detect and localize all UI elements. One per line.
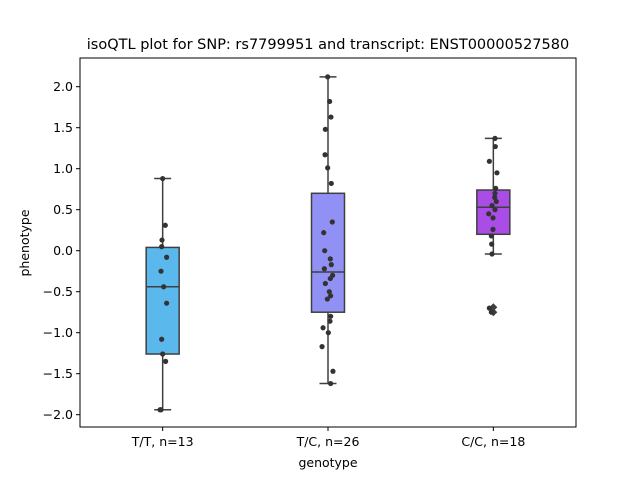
data-point — [492, 194, 498, 200]
data-point — [159, 336, 165, 342]
data-point — [486, 158, 492, 164]
data-point — [327, 275, 333, 282]
box — [310, 192, 346, 313]
data-point — [158, 268, 164, 274]
data-point — [164, 300, 170, 306]
data-point — [164, 254, 170, 260]
data-point — [324, 296, 330, 302]
chart-title: isoQTL plot for SNP: rs7799951 and trans… — [87, 37, 569, 53]
points-layer — [157, 74, 500, 413]
data-point — [489, 203, 495, 209]
data-point — [321, 266, 327, 272]
box-group — [145, 177, 180, 411]
data-point — [328, 313, 334, 319]
y-tick-label: 0.5 — [53, 202, 73, 217]
x-tick-label: T/C, n=26 — [296, 434, 360, 449]
data-point — [330, 368, 336, 374]
data-point — [159, 244, 165, 250]
y-tick-label: 1.5 — [53, 120, 73, 135]
data-point — [328, 293, 334, 299]
y-axis-label: phenotype — [17, 209, 32, 276]
data-point — [493, 198, 499, 205]
x-tick-label: C/C, n=18 — [461, 434, 525, 449]
data-point — [328, 114, 334, 120]
boxes-layer — [145, 76, 511, 411]
data-point — [325, 165, 331, 171]
x-tick-label: T/T, n=13 — [131, 434, 194, 449]
y-tick-label: −2.0 — [43, 407, 73, 422]
data-point — [492, 143, 498, 150]
data-point — [492, 190, 498, 196]
x-axis: T/T, n=13 T/C, n=26 C/C, n=18 — [131, 427, 525, 449]
data-point — [492, 135, 498, 141]
data-point — [486, 211, 492, 217]
data-point — [488, 233, 494, 239]
y-axis: −2.0 −1.5 −1.0 −0.5 0.0 0.5 1.0 1.5 2.0 — [43, 79, 80, 422]
data-point — [161, 284, 167, 290]
box-group — [310, 76, 346, 385]
data-point — [489, 251, 495, 257]
data-point — [486, 305, 492, 311]
data-point — [328, 380, 334, 387]
data-point — [328, 180, 334, 187]
data-point — [494, 170, 500, 176]
y-tick-label: 1.0 — [53, 161, 73, 176]
data-point — [489, 241, 495, 247]
data-point — [320, 325, 326, 331]
data-point — [163, 358, 169, 364]
data-point — [160, 175, 166, 182]
data-point — [321, 230, 327, 236]
y-tick-label: −1.5 — [43, 366, 73, 381]
x-axis-label: genotype — [298, 455, 357, 470]
data-point — [322, 126, 328, 132]
data-point — [159, 237, 165, 243]
data-point — [160, 351, 166, 357]
y-tick-label: 0.0 — [53, 243, 73, 258]
data-point — [325, 74, 331, 80]
y-tick-label: 2.0 — [53, 79, 73, 94]
data-point — [319, 344, 325, 350]
data-point — [322, 152, 328, 158]
data-point — [488, 309, 494, 315]
data-point — [327, 318, 333, 324]
data-point — [325, 330, 331, 336]
data-point — [326, 289, 332, 295]
y-tick-label: −1.0 — [43, 325, 73, 340]
data-point — [327, 98, 333, 105]
data-point — [329, 219, 335, 225]
data-point — [158, 407, 164, 413]
box — [145, 246, 180, 355]
data-point — [162, 222, 168, 228]
data-point — [492, 207, 498, 213]
data-point — [322, 248, 328, 254]
y-tick-label: −0.5 — [43, 284, 73, 299]
data-point — [327, 256, 333, 262]
data-point — [490, 215, 496, 221]
data-point — [493, 185, 499, 191]
data-point — [490, 226, 496, 232]
data-point — [322, 280, 328, 287]
data-point — [328, 262, 334, 268]
